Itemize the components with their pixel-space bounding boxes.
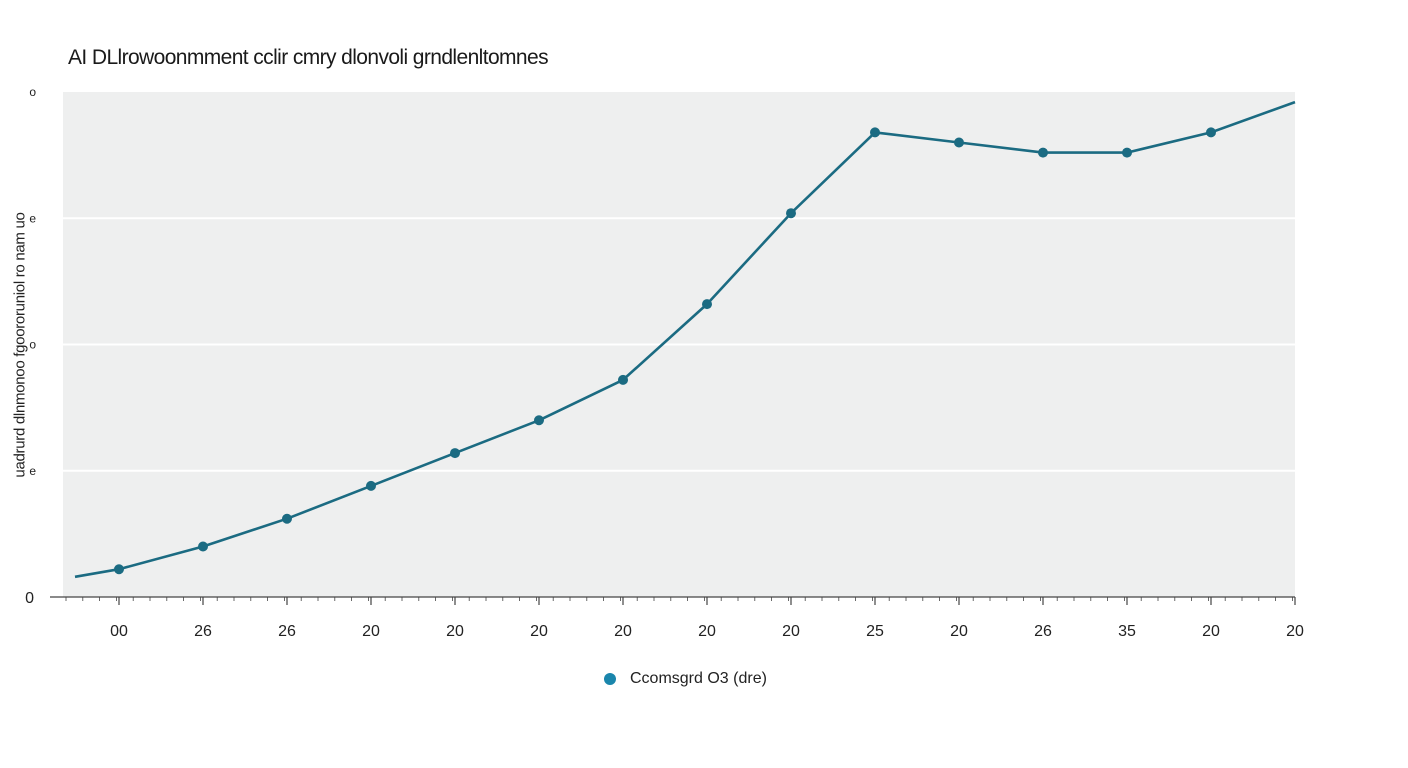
- data-point: [786, 208, 796, 219]
- x-tick-label: 25: [866, 623, 884, 640]
- data-point: [954, 137, 964, 148]
- series-group: [74, 100, 1296, 579]
- data-point: [702, 299, 712, 310]
- x-tick-label: 00: [110, 623, 128, 640]
- x-axis-ticks: 00 26 26 20 20 20 20 20 20 25 20 26 35 20 20: [110, 597, 1304, 640]
- x-tick-label: 35: [1118, 623, 1136, 640]
- y-axis-ticks: 0 e o e o: [25, 85, 36, 607]
- x-tick-label: 20: [782, 623, 800, 640]
- data-point: [198, 541, 208, 552]
- data-point: [870, 127, 880, 138]
- y-tick-label: e: [29, 211, 36, 225]
- x-tick-label: 20: [614, 623, 632, 640]
- x-tick-label: 20: [698, 623, 716, 640]
- x-axis: [50, 596, 1295, 601]
- y-tick-label: o: [29, 85, 36, 99]
- data-point: [282, 513, 292, 524]
- x-tick-label: 26: [194, 623, 212, 640]
- data-point: [534, 415, 544, 426]
- data-point: [618, 374, 628, 385]
- data-point: [366, 480, 376, 491]
- y-tick-label: o: [29, 338, 36, 352]
- x-tick-label: 20: [446, 623, 464, 640]
- data-point: [450, 448, 460, 459]
- y-tick-label: e: [29, 464, 36, 478]
- data-point: [1206, 127, 1216, 138]
- x-tick-label: 20: [950, 623, 968, 640]
- legend: Ccomsgrd O3 (dre): [604, 670, 767, 688]
- x-tick-label: 26: [278, 623, 296, 640]
- chart-title: AI DLlrowoonmment cclir cmry dlonvoli gr…: [68, 46, 549, 69]
- data-point: [1038, 147, 1048, 158]
- y-tick-label: 0: [25, 590, 34, 607]
- data-point: [1122, 147, 1132, 158]
- legend-marker: [604, 673, 616, 685]
- data-point: [114, 564, 124, 575]
- x-tick-label: 20: [530, 623, 548, 640]
- x-tick-label: 20: [1202, 623, 1220, 640]
- x-tick-label: 20: [1286, 623, 1304, 640]
- gridlines: [63, 217, 1295, 472]
- legend-label: Ccomsgrd O3 (dre): [630, 670, 767, 687]
- series-line: [74, 100, 1296, 579]
- x-tick-label: 26: [1034, 623, 1052, 640]
- x-tick-label: 20: [362, 623, 380, 640]
